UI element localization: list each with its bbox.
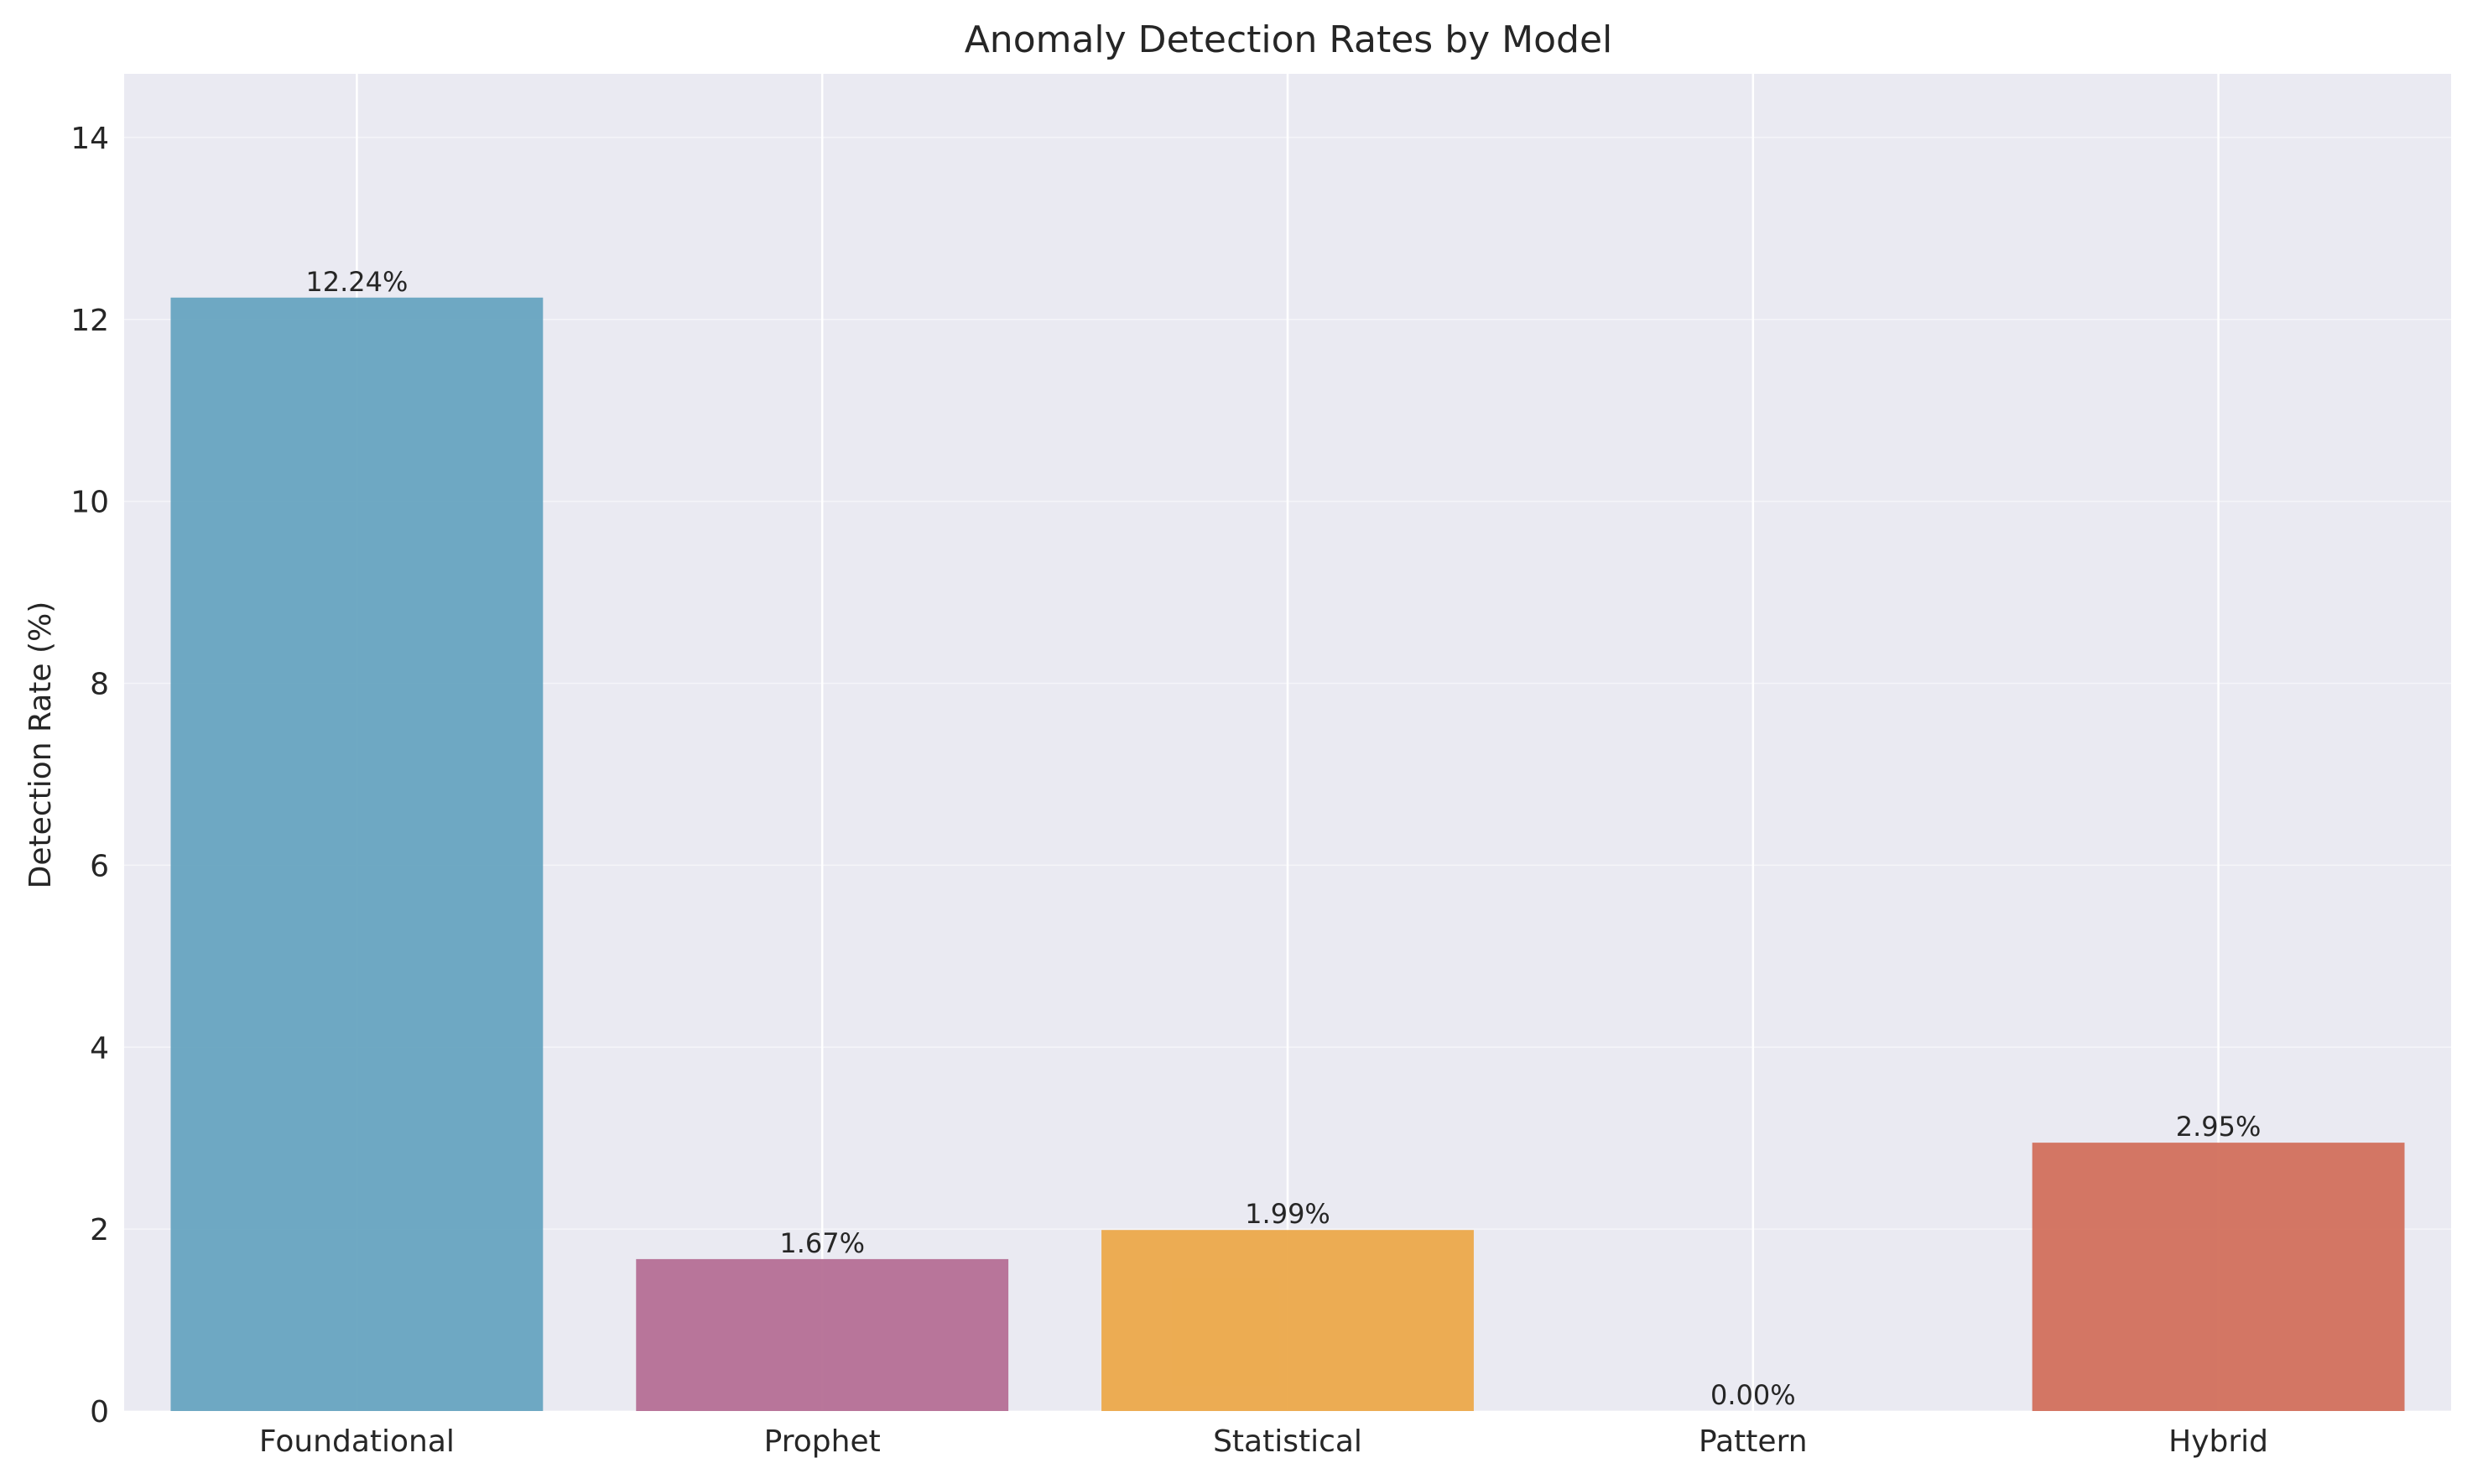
bar-value-label: 1.67% bbox=[779, 1227, 865, 1259]
bars bbox=[170, 297, 2405, 1412]
bar-value-label: 12.24% bbox=[305, 266, 408, 298]
x-tick-label: Hybrid bbox=[2168, 1424, 2268, 1459]
bar-value-labels: 12.24% 1.67% 1.99% 0.00% 2.95% bbox=[305, 266, 2261, 1411]
chart-title: Anomaly Detection Rates by Model bbox=[965, 18, 1613, 61]
bar bbox=[170, 297, 544, 1412]
y-tick-label: 8 bbox=[90, 668, 109, 702]
y-tick-label: 6 bbox=[90, 849, 109, 883]
y-axis-label: Detection Rate (%) bbox=[23, 601, 58, 889]
x-tick-label: Statistical bbox=[1213, 1424, 1362, 1459]
y-tick-label: 4 bbox=[90, 1031, 109, 1065]
bar bbox=[1101, 1230, 1474, 1411]
bar bbox=[2032, 1143, 2405, 1411]
y-tick-label: 0 bbox=[90, 1395, 109, 1429]
y-tick-label: 14 bbox=[70, 122, 109, 156]
x-tick-label: Pattern bbox=[1699, 1424, 1808, 1459]
y-tick-label: 12 bbox=[70, 304, 109, 338]
y-tick-label: 2 bbox=[90, 1213, 109, 1247]
x-tick-label: Foundational bbox=[259, 1424, 455, 1459]
bar-value-label: 0.00% bbox=[1710, 1379, 1796, 1411]
x-tick-label: Prophet bbox=[764, 1424, 881, 1459]
y-tick-label: 10 bbox=[70, 486, 109, 520]
x-axis: Foundational Prophet Statistical Pattern Hyb… bbox=[259, 1424, 2268, 1459]
bar bbox=[636, 1258, 1009, 1411]
bar-value-label: 1.99% bbox=[1245, 1198, 1330, 1230]
bar-value-label: 2.95% bbox=[2176, 1111, 2262, 1143]
y-axis: 0 2 4 6 8 10 12 14 bbox=[70, 122, 109, 1429]
